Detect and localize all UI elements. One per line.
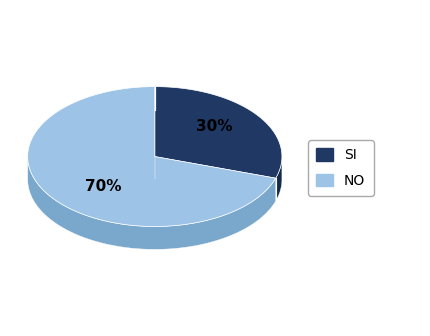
Text: 30%: 30% <box>196 119 233 134</box>
Text: 70%: 70% <box>85 178 122 194</box>
Legend: SI, NO: SI, NO <box>308 140 374 196</box>
Polygon shape <box>155 87 282 178</box>
Polygon shape <box>28 87 276 226</box>
Polygon shape <box>276 157 282 201</box>
Polygon shape <box>28 157 276 249</box>
